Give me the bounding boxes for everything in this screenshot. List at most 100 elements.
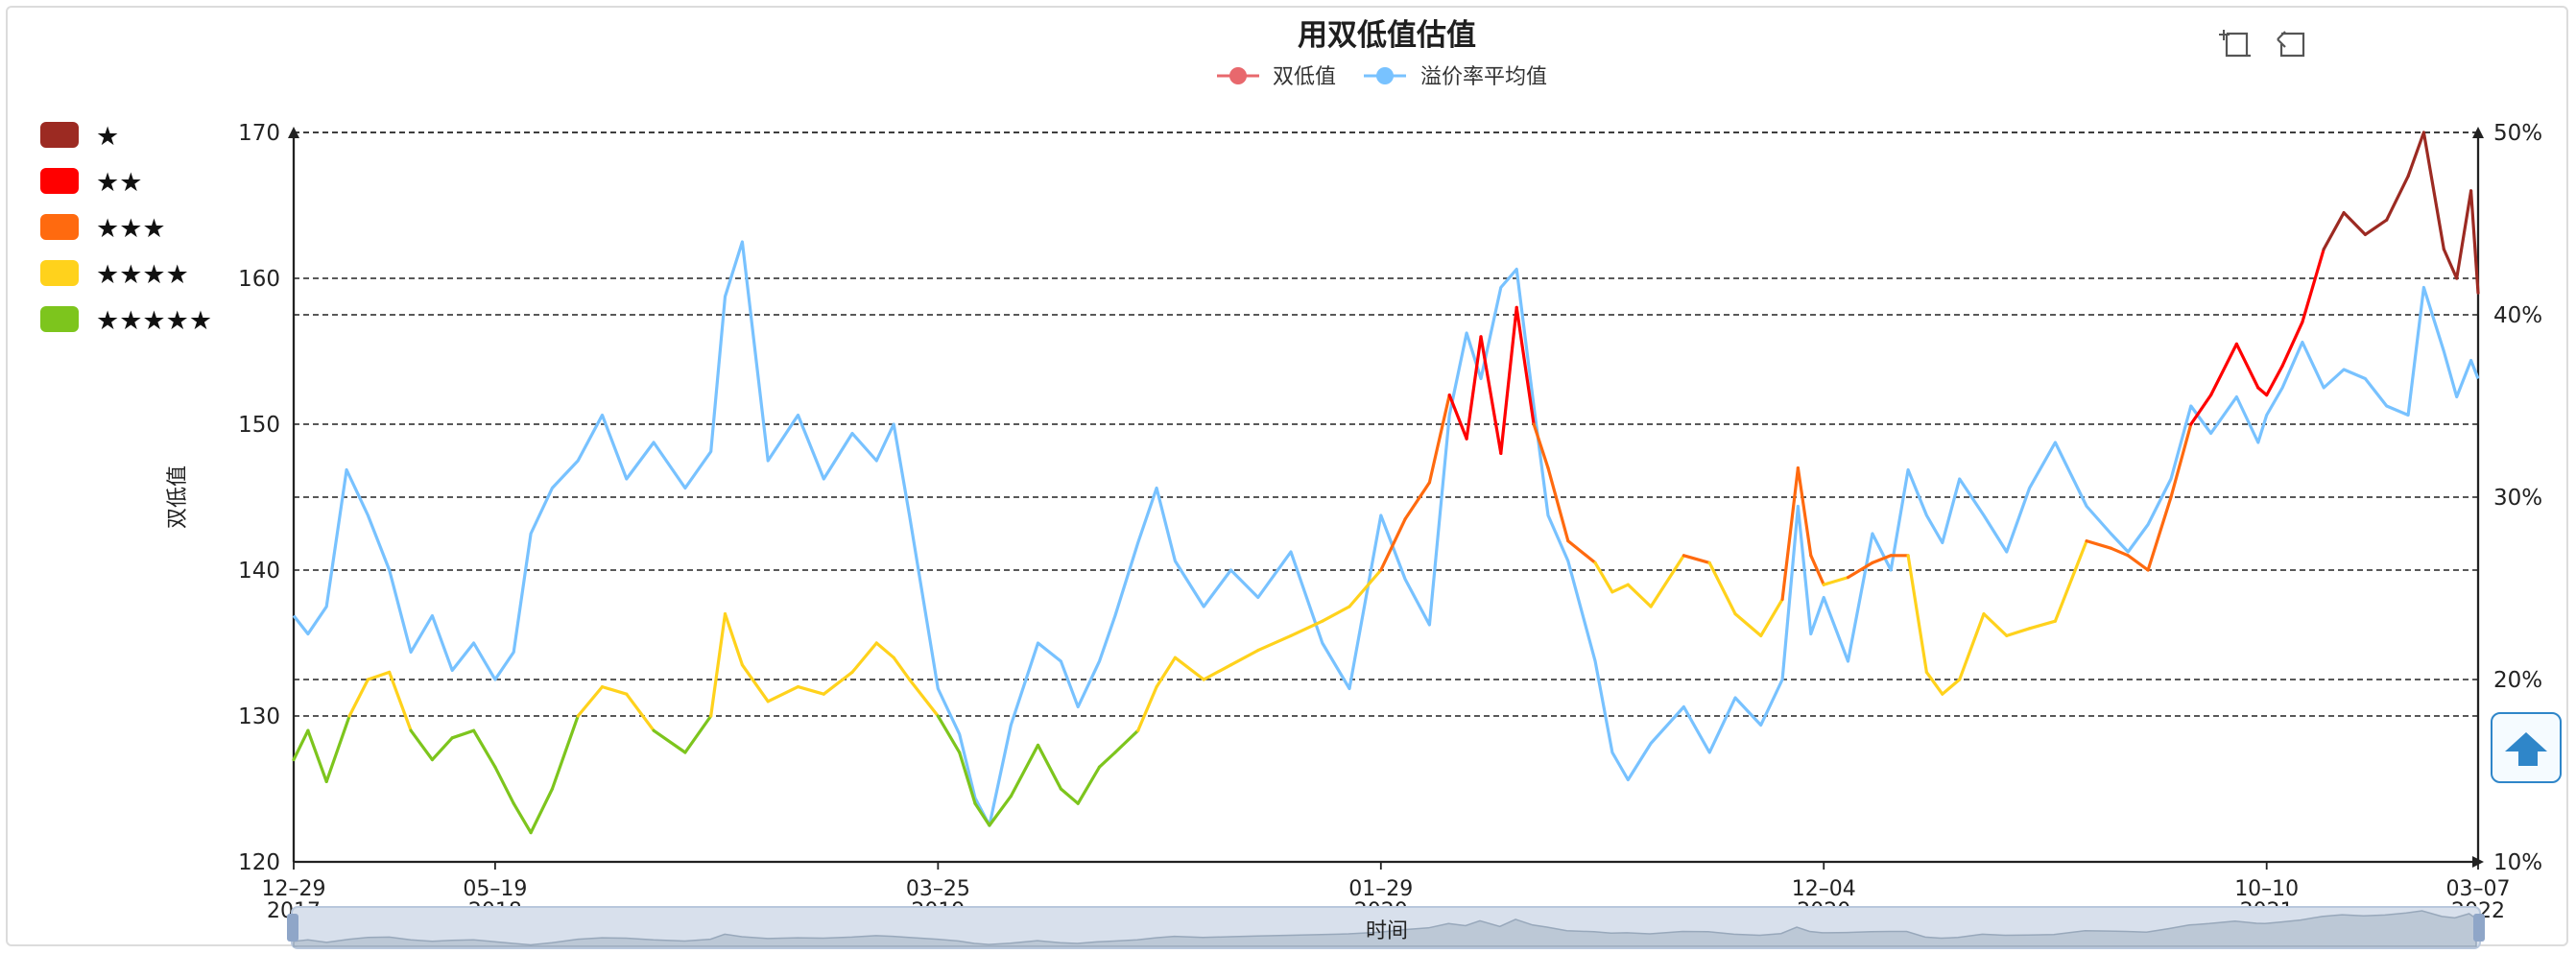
double-low-line-segment xyxy=(1958,611,1986,681)
left-axis: 120 130 140 150 160 170 xyxy=(238,121,299,875)
legend-label-premium-average: 溢价率平均值 xyxy=(1420,65,1547,89)
double-low-line-segment xyxy=(2005,627,2032,638)
visual-map-swatch[interactable] xyxy=(40,122,79,148)
x-tick-label-date: 10–10 xyxy=(2234,877,2299,901)
data-zoom[interactable]: 时间 xyxy=(287,906,2485,949)
chart-title: 用双低值估值 xyxy=(1298,18,1476,53)
double-low-line-segment xyxy=(958,751,977,805)
visual-map-swatch[interactable] xyxy=(40,306,79,332)
x-tick-label-date: 12–04 xyxy=(1792,877,1856,901)
visual-map-item[interactable]: ★ xyxy=(40,122,119,152)
y-right-tick-label: 20% xyxy=(2493,668,2542,693)
double-low-line-segment xyxy=(936,714,962,754)
x-tick-label-date: 05–19 xyxy=(463,877,527,901)
double-low-line-segment xyxy=(512,801,533,835)
visual-map-item[interactable]: ★★ xyxy=(40,168,142,198)
double-low-line-segment xyxy=(1924,670,1944,696)
double-low-line-segment xyxy=(1871,554,1893,565)
double-low-line-segment xyxy=(850,641,878,675)
data-zoom-handle-left[interactable] xyxy=(287,914,298,942)
double-low-line-segment xyxy=(1707,560,1737,616)
visual-map-label: ★★★★★ xyxy=(96,306,212,336)
double-low-line-segment xyxy=(796,684,825,696)
double-low-line-segment xyxy=(2126,554,2150,572)
double-low-line-segment xyxy=(1532,422,1550,470)
double-low-line-segment xyxy=(1479,335,1503,455)
visual-map-swatch[interactable] xyxy=(40,168,79,194)
double-low-line-segment xyxy=(892,656,912,681)
y-left-tick-label: 150 xyxy=(238,413,280,438)
restore-icon[interactable] xyxy=(2277,31,2305,58)
y-left-tick-label: 130 xyxy=(238,704,280,729)
double-low-line-segment xyxy=(2265,364,2284,397)
double-low-line-segment xyxy=(822,670,854,696)
double-low-line-segment xyxy=(2256,386,2269,397)
visual-map-swatch[interactable] xyxy=(40,214,79,240)
double-low-line-segment xyxy=(430,736,454,762)
double-low-line-segment xyxy=(1733,611,1763,638)
double-low-line-segment xyxy=(1846,560,1874,580)
visual-map-item[interactable]: ★★★★ xyxy=(40,260,189,290)
double-low-line-segment xyxy=(576,684,605,718)
series-legend[interactable]: 双低值 溢价率平均值 xyxy=(1217,65,1547,89)
double-low-line-segment xyxy=(1465,335,1483,441)
x-axis-title: 时间 xyxy=(1366,919,1408,943)
double-low-line-segment xyxy=(493,765,515,805)
double-low-line-segment xyxy=(1097,751,1117,769)
x-tick-label-date: 03–07 xyxy=(2446,877,2511,901)
double-low-line-segment xyxy=(874,641,895,659)
x-tick-label-date: 03–25 xyxy=(906,877,970,901)
y-right-tick-label: 30% xyxy=(2493,486,2542,511)
double-low-line-segment xyxy=(1427,394,1451,485)
data-zoom-preview xyxy=(293,910,2477,947)
y-left-tick-label: 160 xyxy=(238,267,280,292)
scroll-top-button[interactable] xyxy=(2491,712,2562,783)
visual-map-swatch[interactable] xyxy=(40,260,79,286)
visual-map-label: ★★★ xyxy=(96,214,166,244)
double-low-line-segment xyxy=(1941,678,1962,696)
double-low-line-segment xyxy=(2363,218,2389,236)
double-low-line-segment xyxy=(1379,517,1407,572)
double-low-line-segment xyxy=(1348,568,1383,608)
double-low-line-segment xyxy=(988,794,1013,827)
double-low-line-segment xyxy=(1906,554,1929,675)
double-low-line-segment xyxy=(709,611,727,718)
double-low-line-segment xyxy=(1036,743,1063,791)
double-low-line-segment xyxy=(2189,394,2213,426)
visual-map-legend: ★★★★★★★★★★★★★★★ xyxy=(40,122,212,336)
double-low-line-segment xyxy=(973,801,991,827)
double-low-line-segment xyxy=(2301,248,2326,324)
double-low-line-segment xyxy=(2028,619,2057,631)
double-low-line-segment xyxy=(1403,481,1432,521)
double-low-line-segment xyxy=(1136,684,1158,732)
toolbox[interactable] xyxy=(2219,30,2305,58)
double-low-line-segment xyxy=(2169,422,2193,499)
double-low-line-segment xyxy=(1447,394,1468,441)
double-low-line-segment xyxy=(2469,189,2480,295)
double-low-line-segment xyxy=(292,728,310,762)
double-low-line-segment xyxy=(472,728,497,769)
legend-item-double-low[interactable]: 双低值 xyxy=(1217,65,1336,89)
visual-map-item[interactable]: ★★★★★ xyxy=(40,306,212,336)
x-tick-label-date: 01–29 xyxy=(1348,877,1413,901)
double-low-line-segment xyxy=(1256,633,1293,653)
double-low-line-segment xyxy=(766,684,800,704)
double-low-line-segment xyxy=(2342,211,2367,236)
y-right-tick-label: 40% xyxy=(2493,303,2542,328)
double-low-line-segment xyxy=(1759,597,1784,638)
visual-map-item[interactable]: ★★★ xyxy=(40,214,166,244)
double-low-line-segment xyxy=(409,728,434,762)
double-low-line-segment xyxy=(1546,466,1570,543)
legend-item-premium-average[interactable]: 溢价率平均值 xyxy=(1364,65,1547,89)
double-low-line-segment xyxy=(1566,538,1597,565)
y-left-tick-label: 140 xyxy=(238,559,280,584)
double-low-line-segment xyxy=(1076,765,1102,805)
arrow-up-icon xyxy=(2505,732,2547,751)
y-left-tick-label: 120 xyxy=(238,850,280,875)
legend-label-double-low: 双低值 xyxy=(1273,65,1336,89)
double-low-line-segment xyxy=(1321,605,1351,623)
double-low-line-segment xyxy=(2085,538,2112,550)
double-low-line-segment xyxy=(550,714,580,791)
zoom-icon[interactable] xyxy=(2219,30,2251,58)
data-zoom-handle-right[interactable] xyxy=(2473,914,2485,942)
